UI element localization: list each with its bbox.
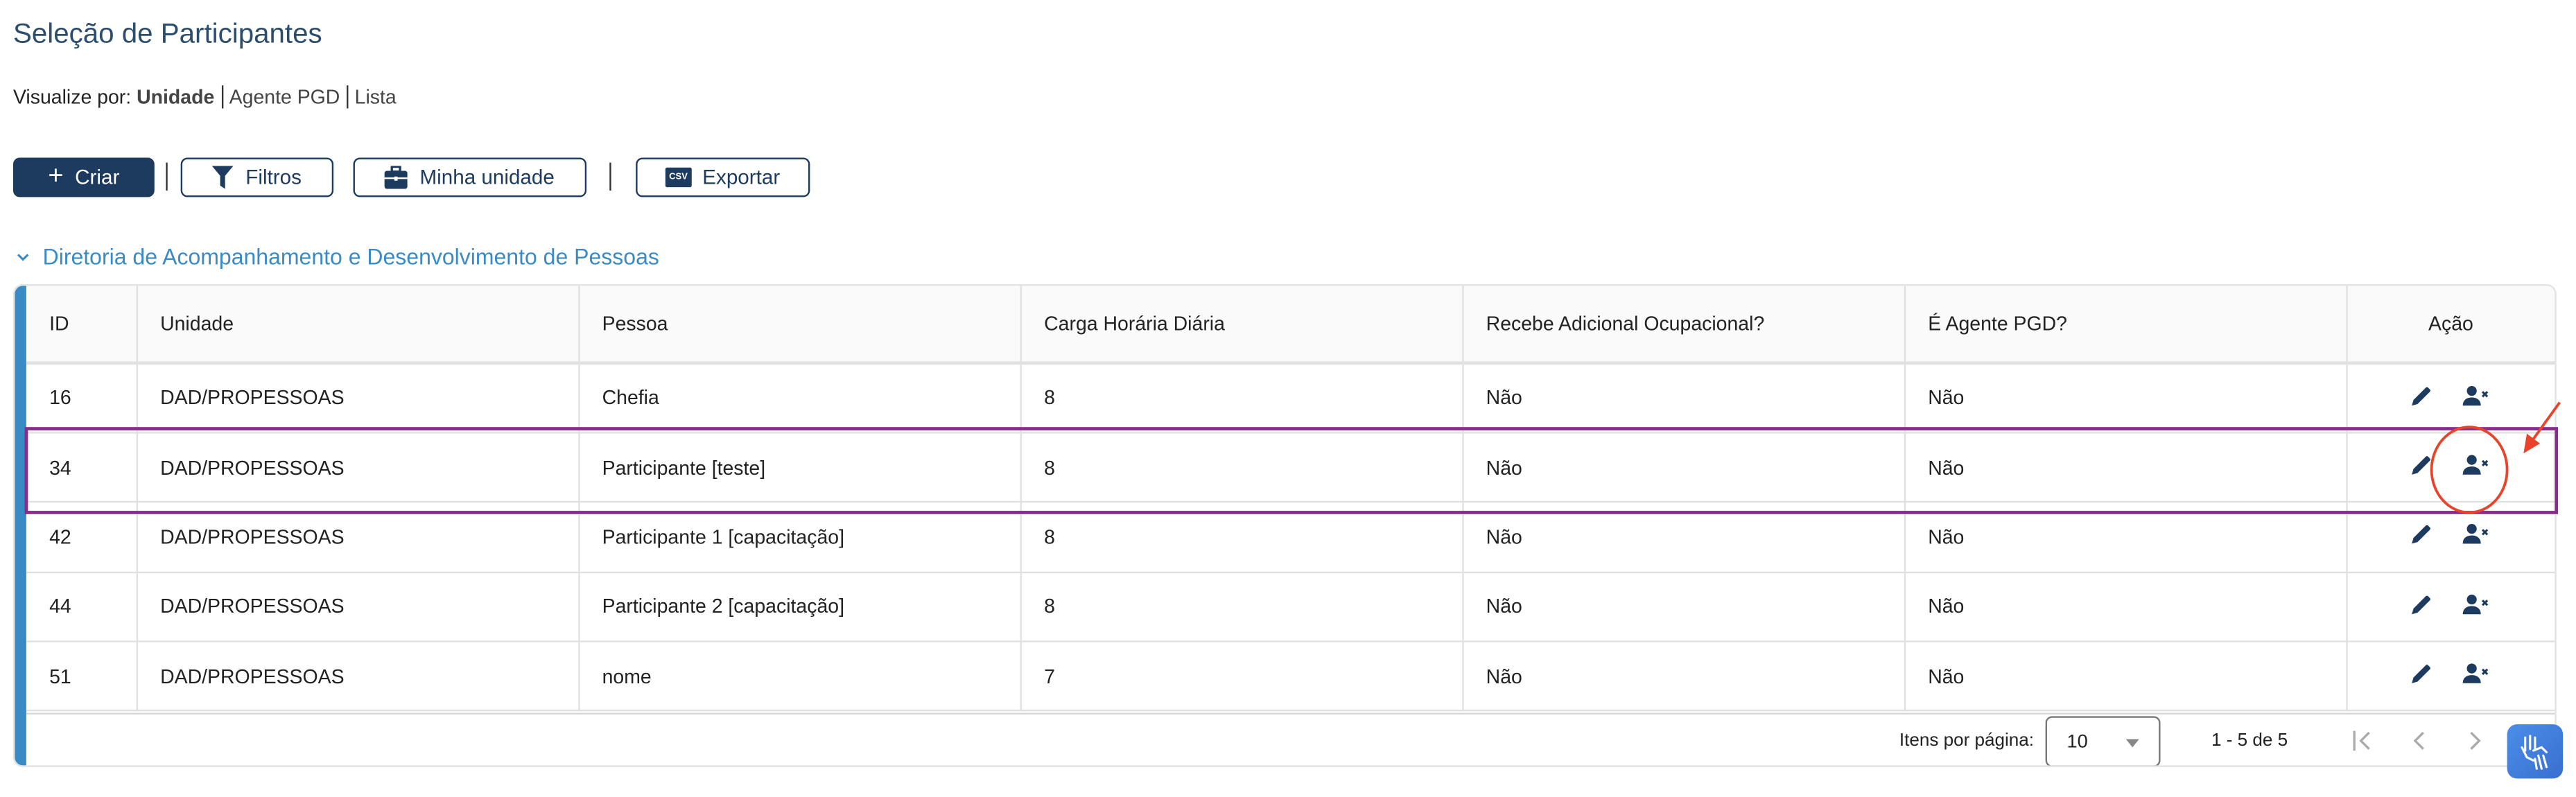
cell-actions: [2346, 572, 2555, 642]
view-by-lista[interactable]: Lista: [354, 85, 397, 109]
cell-id: 34: [26, 432, 137, 503]
my-unit-label: Minha unidade: [419, 166, 555, 189]
section-title: Diretoria de Acompanhamento e Desenvolvi…: [42, 245, 659, 270]
cell-pessoa: Participante [teste]: [578, 432, 1021, 503]
divider: [220, 85, 223, 109]
edit-icon[interactable]: [2411, 386, 2431, 406]
first-page-icon[interactable]: [2351, 729, 2374, 752]
table-header: ID Unidade Pessoa Carga Horária Diária Receb…: [26, 286, 2555, 365]
previous-page-icon[interactable]: [2408, 729, 2431, 752]
export-label: Exportar: [702, 166, 781, 189]
remove-user-icon[interactable]: [2462, 525, 2490, 545]
cell-agente: Não: [1904, 362, 2347, 434]
cell-agente: Não: [1904, 432, 2347, 503]
next-page-icon[interactable]: [2463, 729, 2486, 752]
highlighted-row-annotation: [24, 427, 2559, 514]
cell-adicional: Não: [1462, 572, 1906, 642]
column-header: Carga Horária Diária: [1020, 286, 1463, 365]
page-title: Seleção de Participantes: [12, 18, 322, 50]
remove-user-icon[interactable]: [2462, 594, 2490, 615]
column-header: ID: [26, 286, 137, 365]
cell-unidade: DAD/PROPESSOAS: [136, 641, 580, 712]
table-row: 34 DAD/PROPESSOAS Participante [teste] 8 Não…: [26, 432, 2555, 503]
participants-table: ID Unidade Pessoa Carga Horária Diária Receb…: [26, 286, 2555, 712]
cell-carga: 8: [1020, 362, 1463, 434]
paginator: Itens por página: 10 1 - 5 de 5: [26, 712, 2555, 766]
filters-label: Filtros: [245, 166, 302, 189]
cell-actions: [2346, 362, 2555, 434]
view-by-agente-pgd[interactable]: Agente PGD: [229, 85, 340, 109]
cell-agente: Não: [1904, 572, 2347, 642]
create-label: Criar: [75, 166, 120, 189]
edit-icon[interactable]: [2411, 664, 2431, 684]
plus-icon: +: [48, 162, 64, 191]
cell-adicional: Não: [1462, 641, 1906, 712]
divider: [346, 85, 349, 109]
remove-user-icon[interactable]: [2462, 385, 2490, 406]
cell-carga: 8: [1020, 432, 1463, 503]
caret-down-icon: [2125, 739, 2139, 748]
page-range: 1 - 5 de 5: [2211, 730, 2288, 751]
hands-icon: [2521, 734, 2548, 769]
filter-icon: [212, 166, 234, 189]
create-button[interactable]: + Criar: [12, 157, 155, 198]
cell-id: 44: [26, 572, 137, 642]
table-row: 51 DAD/PROPESSOAS nome 7 Não Não: [26, 641, 2555, 712]
cell-unidade: DAD/PROPESSOAS: [136, 362, 580, 434]
briefcase-icon: [385, 166, 408, 189]
table-row: 44 DAD/PROPESSOAS Participante 2 [capacita…: [26, 572, 2555, 642]
divider: [609, 162, 611, 191]
cell-actions: [2346, 641, 2555, 712]
cell-adicional: Não: [1462, 432, 1906, 503]
table-row: 16 DAD/PROPESSOAS Chefia 8 Não Não: [26, 362, 2555, 434]
column-header: Unidade: [136, 286, 580, 365]
cell-carga: 7: [1020, 641, 1463, 712]
column-header: É Agente PGD?: [1904, 286, 2347, 365]
unit-section-toggle[interactable]: Diretoria de Acompanhamento e Desenvolvi…: [17, 245, 659, 270]
cell-id: 51: [26, 641, 137, 712]
items-per-page-value: 10: [2066, 731, 2088, 752]
cell-pessoa: Participante 2 [capacitação]: [578, 572, 1021, 642]
remove-user-icon[interactable]: [2462, 664, 2490, 684]
filters-button[interactable]: Filtros: [180, 157, 334, 198]
view-by: Visualize por: Unidade Agente PGD Lista: [12, 85, 397, 109]
edit-icon[interactable]: [2411, 525, 2431, 545]
column-header: Ação: [2346, 286, 2555, 365]
cell-unidade: DAD/PROPESSOAS: [136, 572, 580, 642]
cell-pessoa: nome: [578, 641, 1021, 712]
chevron-down-icon: [17, 253, 29, 261]
items-per-page-select[interactable]: 10: [2045, 716, 2161, 766]
csv-icon: CSV: [665, 167, 691, 188]
cell-carga: 8: [1020, 572, 1463, 642]
column-header: Recebe Adicional Ocupacional?: [1462, 286, 1906, 365]
my-unit-button[interactable]: Minha unidade: [353, 157, 587, 198]
accessibility-sign-language-button[interactable]: [2507, 724, 2564, 779]
export-button[interactable]: CSV Exportar: [636, 157, 810, 198]
items-per-page-label: Itens por página:: [1899, 730, 2035, 751]
view-by-unidade[interactable]: Unidade: [137, 85, 215, 109]
cell-agente: Não: [1904, 641, 2347, 712]
cell-pessoa: Chefia: [578, 362, 1021, 434]
cell-unidade: DAD/PROPESSOAS: [136, 432, 580, 503]
cell-adicional: Não: [1462, 362, 1906, 434]
participants-table-card: ID Unidade Pessoa Carga Horária Diária Receb…: [12, 284, 2557, 767]
view-by-label: Visualize por:: [12, 85, 132, 109]
edit-icon[interactable]: [2411, 595, 2431, 615]
section-accent-bar: [15, 286, 26, 766]
column-header: Pessoa: [578, 286, 1021, 365]
cell-id: 16: [26, 362, 137, 434]
edit-icon[interactable]: [2411, 455, 2431, 475]
divider: [166, 162, 168, 191]
